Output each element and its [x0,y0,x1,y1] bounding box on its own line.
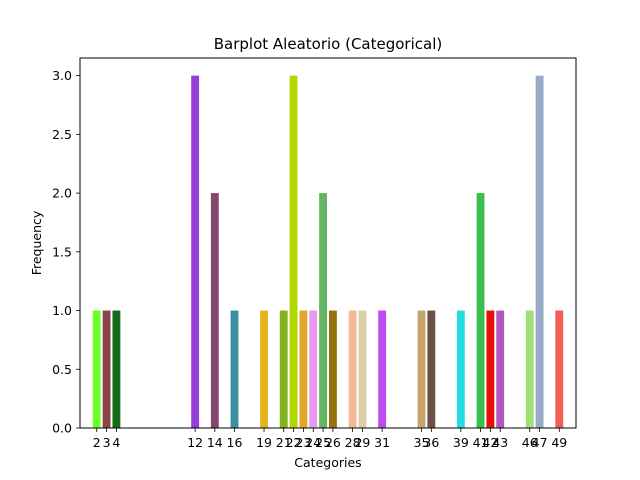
x-tick-label-29: 29 [354,435,370,450]
x-tick-label-14: 14 [207,435,223,450]
x-tick-label-41: 41 [473,435,489,450]
x-tick-label-22: 22 [286,435,302,450]
x-tick-label-25: 25 [315,435,331,450]
bar-12 [191,75,200,428]
x-tick-label-21: 21 [276,435,292,450]
bar-16 [230,310,239,428]
x-tick-label-23: 23 [295,435,311,450]
x-tick-label-2: 2 [93,435,101,450]
bar-14 [210,193,219,428]
bar-25 [319,193,328,428]
bar-39 [456,310,465,428]
y-tick-label-3.0: 3.0 [52,68,72,83]
bars-group [92,75,564,428]
x-tick-label-19: 19 [256,435,272,450]
y-tick-label-0.5: 0.5 [52,362,72,377]
x-tick-label-3: 3 [103,435,111,450]
y-tick-label-0.0: 0.0 [52,421,72,436]
x-tick-label-36: 36 [423,435,439,450]
x-tick-label-12: 12 [187,435,203,450]
x-tick-label-16: 16 [227,435,243,450]
x-tick-label-26: 26 [325,435,341,450]
x-tick-label-24: 24 [305,435,321,450]
y-tick-label-2.5: 2.5 [52,127,72,142]
y-axis-label: Frequency [29,210,44,275]
y-tick-label-1.0: 1.0 [52,303,72,318]
bar-41 [476,193,485,428]
x-tick-label-47: 47 [532,435,548,450]
x-tick-label-39: 39 [453,435,469,450]
bar-29 [358,310,367,428]
y-tick-label-1.5: 1.5 [52,244,72,259]
y-tick-label-2.0: 2.0 [52,186,72,201]
bar-49 [555,310,564,428]
bar-31 [378,310,387,428]
bar-24 [309,310,318,428]
x-tick-label-46: 46 [522,435,538,450]
bar-21 [279,310,288,428]
bar-36 [427,310,436,428]
x-tick-label-28: 28 [345,435,361,450]
bar-43 [496,310,505,428]
y-axis: 0.0 0.5 1.0 1.5 2.0 2.5 3.0 [52,68,80,436]
bar-28 [348,310,357,428]
bar-47 [535,75,544,428]
bar-4 [112,310,121,428]
x-tick-label-4: 4 [112,435,120,450]
bar-42 [486,310,495,428]
x-axis-label: Categories [294,455,361,470]
bar-2 [92,310,101,428]
bar-46 [525,310,534,428]
x-tick-label-35: 35 [414,435,430,450]
plot-frame [79,57,577,429]
x-tick-label-43: 43 [492,435,508,450]
bar-19 [260,310,268,428]
bar-23 [299,310,308,428]
bar-3 [102,310,111,428]
x-tick-label-49: 49 [551,435,567,450]
bar-22 [289,75,298,428]
bar-35 [417,310,426,428]
chart-title: Barplot Aleatorio (Categorical) [214,35,442,53]
x-tick-label-31: 31 [374,435,390,450]
x-tick-label-42: 42 [482,435,498,450]
bar-26 [328,310,337,428]
